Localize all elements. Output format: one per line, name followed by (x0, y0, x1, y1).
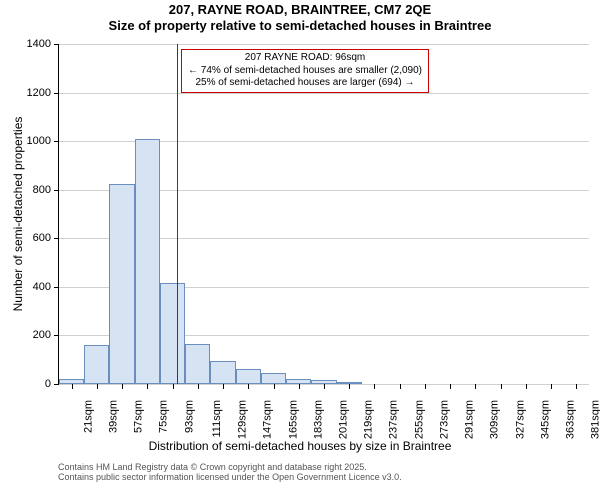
histogram-bar (160, 283, 185, 384)
plot-area: 020040060080010001200140021sqm39sqm57sqm… (58, 44, 589, 385)
y-tick-label: 800 (33, 184, 51, 196)
x-tick-mark (173, 384, 174, 389)
histogram-bar (261, 373, 286, 384)
x-tick-mark (324, 384, 325, 389)
x-tick-mark (475, 384, 476, 389)
y-tick-label: 1200 (27, 87, 51, 99)
chart-title: 207, RAYNE ROAD, BRAINTREE, CM7 2QE Size… (0, 2, 600, 35)
annotation-line-1: ← 74% of semi-detached houses are smalle… (188, 65, 422, 78)
x-tick-label: 111sqm (211, 400, 223, 438)
y-tick-label: 0 (45, 378, 51, 390)
footnote: Contains HM Land Registry data © Crown c… (58, 462, 402, 482)
x-tick-mark (551, 384, 552, 389)
x-tick-mark (450, 384, 451, 389)
x-tick-label: 309sqm (489, 400, 501, 439)
gridline (59, 93, 589, 94)
histogram-bar (185, 344, 210, 384)
x-axis-label: Distribution of semi-detached houses by … (0, 439, 600, 453)
x-tick-label: 165sqm (287, 400, 299, 439)
x-tick-mark (223, 384, 224, 389)
x-tick-label: 291sqm (464, 400, 476, 439)
x-tick-mark (400, 384, 401, 389)
x-tick-mark (374, 384, 375, 389)
x-tick-label: 327sqm (514, 400, 526, 439)
x-tick-mark (97, 384, 98, 389)
y-tick-label: 1400 (27, 38, 51, 50)
x-tick-label: 93sqm (183, 400, 195, 433)
x-tick-mark (425, 384, 426, 389)
x-tick-label: 75sqm (158, 400, 170, 433)
y-tick-label: 600 (33, 232, 51, 244)
y-tick-mark (54, 141, 59, 142)
x-tick-label: 363sqm (565, 400, 577, 439)
histogram-bar (210, 361, 235, 384)
x-tick-label: 381sqm (590, 400, 600, 439)
x-tick-mark (299, 384, 300, 389)
y-tick-mark (54, 287, 59, 288)
x-tick-mark (248, 384, 249, 389)
reference-line (177, 44, 178, 384)
x-tick-label: 183sqm (312, 400, 324, 439)
annotation-line-2: 207 RAYNE ROAD: 96sqm (188, 52, 422, 65)
annotation-line-3: 25% of semi-detached houses are larger (… (188, 77, 422, 90)
histogram-bar (135, 139, 160, 384)
x-tick-mark (526, 384, 527, 389)
y-tick-label: 200 (33, 329, 51, 341)
x-tick-mark (72, 384, 73, 389)
histogram-bar (109, 184, 134, 384)
y-tick-label: 1000 (27, 135, 51, 147)
footnote-line-2: Contains public sector information licen… (58, 472, 402, 482)
x-tick-label: 219sqm (363, 400, 375, 439)
x-tick-label: 147sqm (262, 400, 274, 439)
annotation-box: 207 RAYNE ROAD: 96sqm← 74% of semi-detac… (181, 49, 429, 93)
x-tick-label: 345sqm (539, 400, 551, 439)
x-tick-mark (576, 384, 577, 389)
x-tick-label: 129sqm (237, 400, 249, 439)
x-tick-label: 39sqm (107, 400, 119, 433)
y-tick-label: 400 (33, 281, 51, 293)
y-tick-mark (54, 238, 59, 239)
x-tick-mark (147, 384, 148, 389)
x-tick-mark (501, 384, 502, 389)
y-tick-mark (54, 335, 59, 336)
x-tick-label: 273sqm (439, 400, 451, 439)
y-axis-label: Number of semi-detached properties (11, 117, 25, 312)
x-tick-label: 21sqm (82, 400, 94, 433)
x-tick-mark (349, 384, 350, 389)
x-tick-label: 201sqm (338, 400, 350, 439)
y-tick-mark (54, 190, 59, 191)
chart-root: 207, RAYNE ROAD, BRAINTREE, CM7 2QE Size… (0, 0, 600, 500)
title-line-2: Size of property relative to semi-detach… (0, 18, 600, 34)
x-tick-mark (198, 384, 199, 389)
x-tick-mark (274, 384, 275, 389)
x-tick-label: 237sqm (388, 400, 400, 439)
footnote-line-1: Contains HM Land Registry data © Crown c… (58, 462, 402, 472)
histogram-bar (236, 369, 261, 384)
x-tick-mark (122, 384, 123, 389)
gridline (59, 44, 589, 45)
y-tick-mark (54, 44, 59, 45)
y-tick-mark (54, 93, 59, 94)
y-tick-mark (54, 384, 59, 385)
title-line-1: 207, RAYNE ROAD, BRAINTREE, CM7 2QE (0, 2, 600, 18)
histogram-bar (84, 345, 109, 384)
x-tick-label: 255sqm (413, 400, 425, 439)
x-tick-label: 57sqm (133, 400, 145, 433)
